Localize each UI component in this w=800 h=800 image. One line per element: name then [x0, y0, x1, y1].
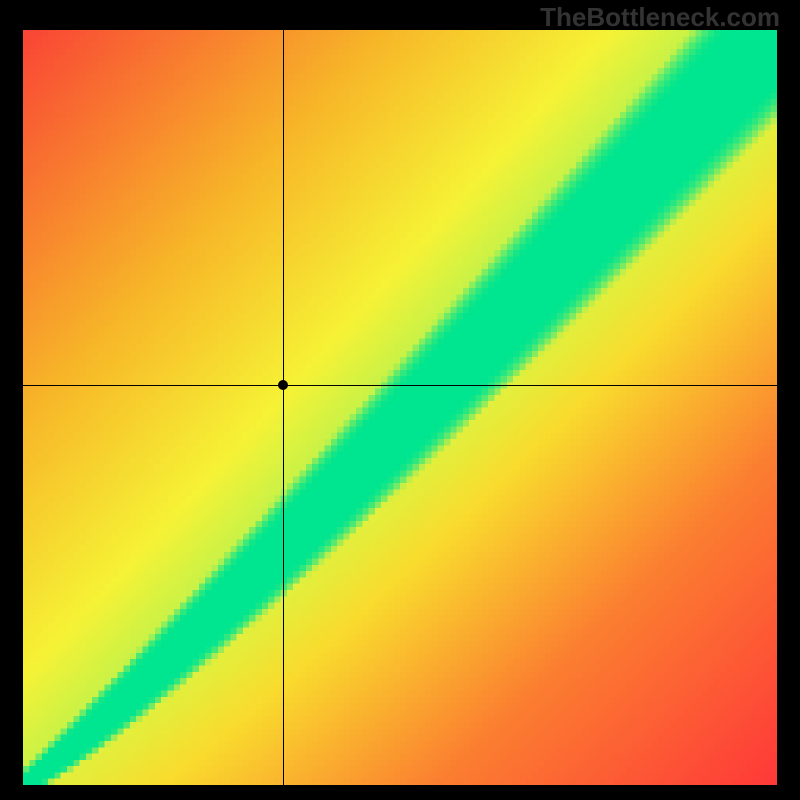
watermark: TheBottleneck.com	[540, 2, 780, 33]
crosshair-vertical	[283, 30, 284, 785]
crosshair-marker	[278, 380, 288, 390]
crosshair-horizontal	[23, 385, 777, 386]
plot-area	[23, 30, 777, 785]
heatmap-canvas	[23, 30, 777, 785]
